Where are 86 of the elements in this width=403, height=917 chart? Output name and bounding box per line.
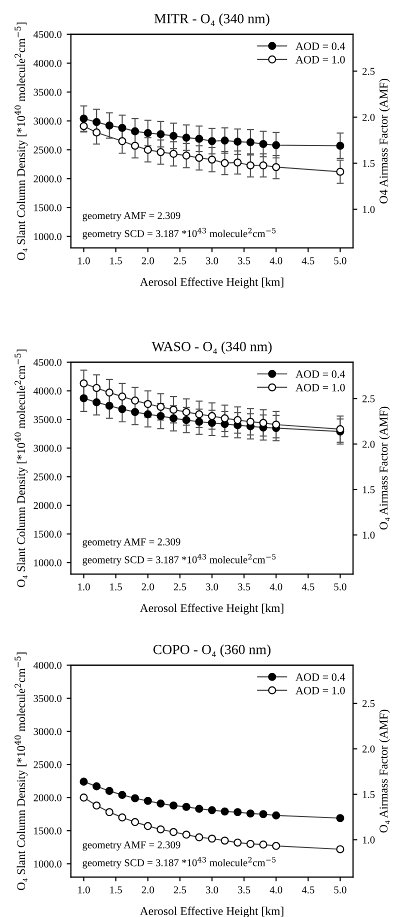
x-tick-label: 5.0 <box>334 583 346 590</box>
annotation: geometry SCD = 3.187 *10$^{43}$ molecule$^{2}$cm$^{−5}$ <box>82 856 276 868</box>
y2-tick-label: 1.0 <box>362 836 375 844</box>
annotation: geometry AMF = 2.309 <box>82 538 180 548</box>
annotation: geometry AMF = 2.309 <box>82 841 180 851</box>
chart-title: COPO - O₄ (360 nm) <box>153 644 270 658</box>
y-tick-label: 4000.0 <box>33 662 62 669</box>
x-tick-label: 3.0 <box>206 583 218 590</box>
y-tick-label: 1500.0 <box>34 204 62 212</box>
legend-label: AOD = 0.4 <box>296 42 346 50</box>
x-tick-label: 4.5 <box>302 583 314 590</box>
y-tick-label: 3500.0 <box>34 88 62 96</box>
x-tick-label: 5.0 <box>334 886 346 894</box>
y2-tick-label: 2.5 <box>362 395 375 402</box>
legend-label: AOD = 1.0 <box>296 56 345 64</box>
x-tick-label: 3.5 <box>238 583 250 590</box>
y-tick-label: 4500.0 <box>33 358 62 366</box>
x-tick-label: 4.0 <box>270 257 282 264</box>
x-tick-label: 1.0 <box>78 583 90 590</box>
y2-tick-label: 2.5 <box>362 68 375 75</box>
annotation: geometry AMF = 2.309 <box>82 212 180 222</box>
y-tick-label: 4500.0 <box>33 30 62 38</box>
x-axis-title: Aerosol Effective Height [km] <box>140 604 284 614</box>
y-tick-label: 2500.0 <box>34 473 62 480</box>
y-tick-label: 1000.0 <box>34 233 62 240</box>
y-tick-label: 3000.0 <box>34 444 62 452</box>
y-tick-label: 3000.0 <box>34 728 62 736</box>
y2-tick-label: 1.5 <box>362 160 375 167</box>
x-tick-label: 3.5 <box>238 257 250 264</box>
y2-tick-label: 1.5 <box>362 791 375 798</box>
y2-tick-label: 2.0 <box>362 746 375 753</box>
y-tick-label: 1000.0 <box>34 559 62 566</box>
x-axis-title: Aerosol Effective Height [km] <box>140 906 284 917</box>
y2-axis-title: O4 Airmass Factor (AMF) <box>379 78 390 204</box>
x-tick-label: 3.0 <box>206 886 218 894</box>
y-tick-label: 3500.0 <box>34 416 62 424</box>
y-tick-label: 4000.0 <box>33 388 62 395</box>
x-tick-label: 2.0 <box>142 257 154 264</box>
legend-label: AOD = 1.0 <box>296 686 345 694</box>
legend-label: AOD = 1.0 <box>296 384 345 392</box>
legend-label: AOD = 0.4 <box>296 370 346 378</box>
y2-axis-title: O₄ Airmass Factor (AMF) <box>379 710 390 833</box>
x-tick-label: 5.0 <box>334 257 346 264</box>
legend-label: AOD = 0.4 <box>296 673 346 681</box>
annotation: geometry SCD = 3.187 *10$^{43}$ molecule$^{2}$cm$^{−5}$ <box>82 228 276 240</box>
annotation: geometry SCD = 3.187 *10$^{43}$ molecule$^{2}$cm$^{−5}$ <box>82 554 276 566</box>
y2-axis-title: O₄ Airmass Factor (AMF) <box>379 406 390 530</box>
y-tick-label: 4000.0 <box>33 60 62 67</box>
y-axis-title: O₄ Slant Column Density [*10$^{40}$ molecule$^{2}$cm$^{−5}$] <box>14 652 28 890</box>
x-tick-label: 1.5 <box>110 257 122 264</box>
x-tick-label: 4.5 <box>302 257 314 264</box>
y2-tick-label: 1.0 <box>362 206 375 214</box>
x-tick-label: 4.5 <box>302 886 314 894</box>
y-tick-label: 2000.0 <box>34 794 62 802</box>
y-tick-label: 2500.0 <box>34 761 62 768</box>
y-axis-title: O₄ Slant Column Density [*10$^{40}$ molecule$^{2}$cm$^{−5}$] <box>14 22 28 260</box>
y2-tick-label: 2.0 <box>362 114 375 121</box>
y2-tick-label: 1.0 <box>362 532 375 539</box>
y-tick-label: 1000.0 <box>34 860 62 868</box>
chart-title: WASO - O₄ (340 nm) <box>152 341 272 354</box>
x-tick-label: 2.5 <box>174 257 186 264</box>
y2-tick-label: 2.5 <box>362 700 375 708</box>
x-tick-label: 4.0 <box>270 583 282 590</box>
x-tick-label: 2.5 <box>174 886 186 894</box>
y-tick-label: 1500.0 <box>34 530 62 538</box>
x-tick-label: 4.0 <box>270 886 282 894</box>
y2-tick-label: 1.5 <box>362 486 375 494</box>
chart-title: MITR - O₄ (340 nm) <box>154 14 270 26</box>
y-tick-label: 3000.0 <box>34 118 62 125</box>
x-tick-label: 2.0 <box>142 886 154 894</box>
y-axis-title: O₄ Slant Column Density [*10$^{40}$ molecule$^{2}$cm$^{−5}$] <box>14 350 28 588</box>
y-tick-label: 2000.0 <box>34 502 62 510</box>
y2-tick-label: 2.0 <box>362 440 375 448</box>
y-tick-label: 2500.0 <box>34 146 62 154</box>
x-tick-label: 2.5 <box>174 583 186 590</box>
x-tick-label: 1.5 <box>110 583 122 590</box>
x-tick-label: 1.0 <box>78 886 90 894</box>
y-tick-label: 3500.0 <box>34 694 62 702</box>
x-axis-title: Aerosol Effective Height [km] <box>140 278 284 288</box>
y-tick-label: 2000.0 <box>34 175 62 182</box>
y-tick-label: 1500.0 <box>34 827 62 834</box>
x-tick-label: 2.0 <box>142 583 154 590</box>
x-tick-label: 3.5 <box>238 886 250 894</box>
x-tick-label: 1.5 <box>110 886 122 894</box>
x-tick-label: 1.0 <box>78 257 90 264</box>
x-tick-label: 3.0 <box>206 257 218 264</box>
